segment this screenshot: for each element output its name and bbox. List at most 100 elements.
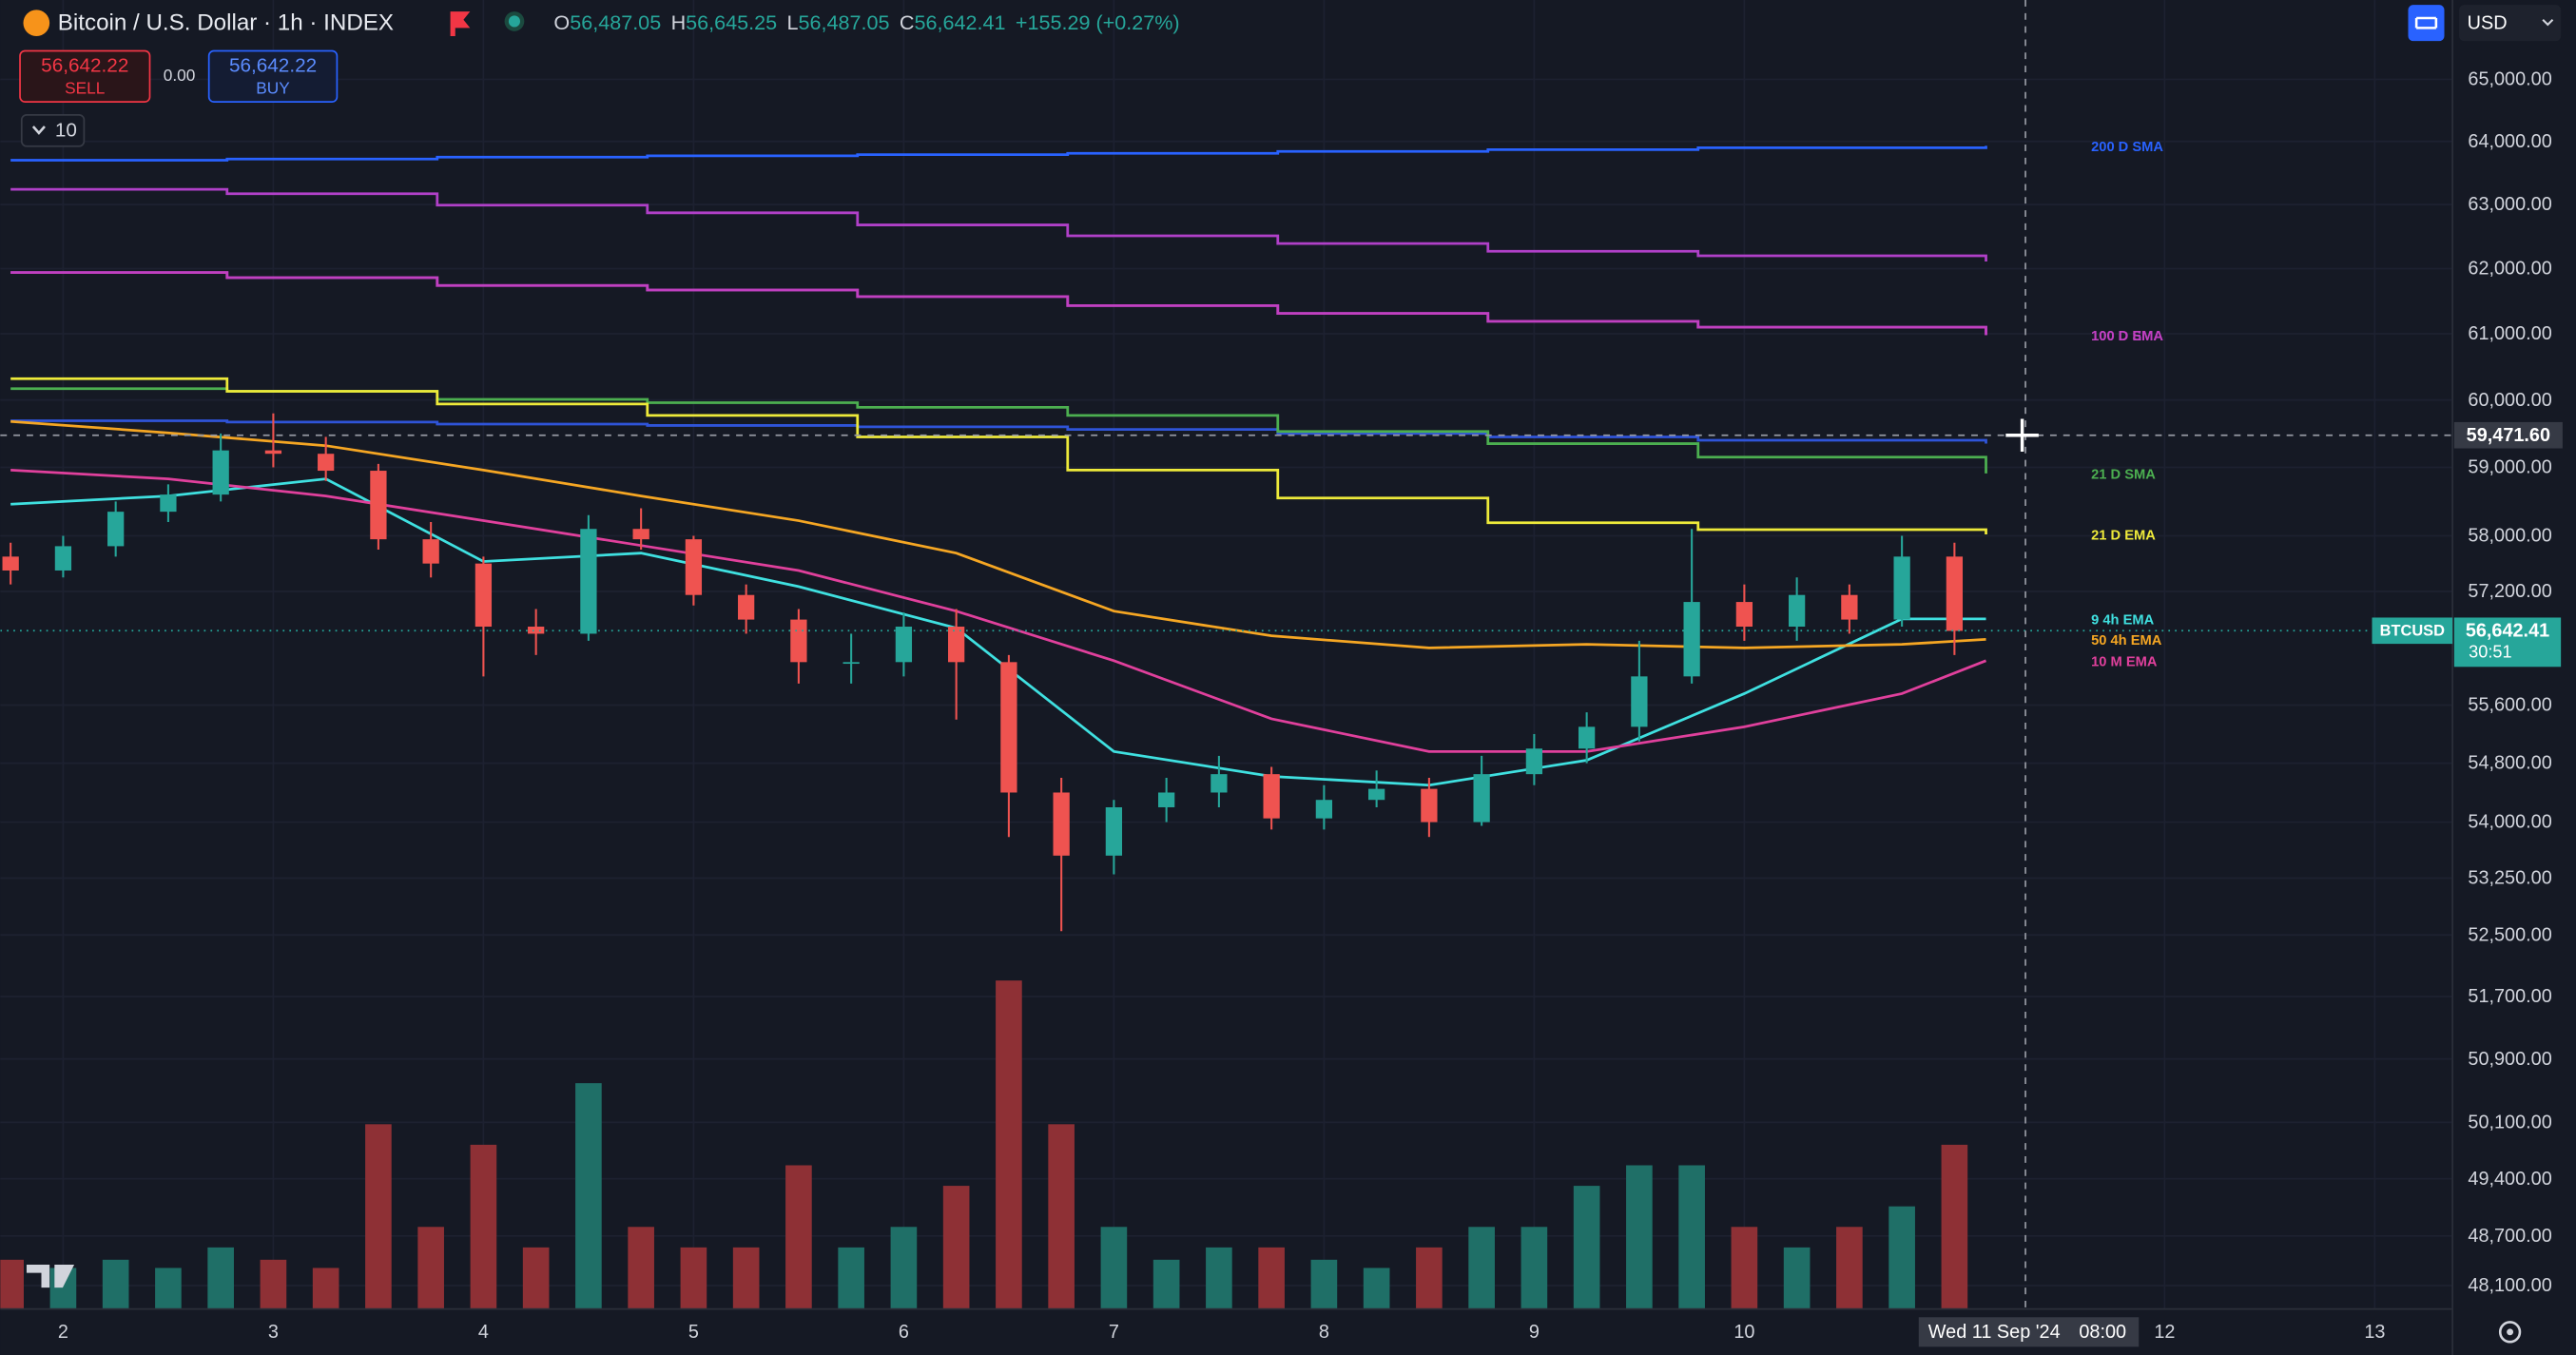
- volume-bar: [1048, 1124, 1075, 1309]
- currency-dropdown[interactable]: [2459, 5, 2562, 42]
- ohlc-value: 56,487.05: [570, 10, 661, 34]
- volume-bar: [522, 1247, 550, 1309]
- candle-body: [422, 539, 439, 564]
- candle-body: [1893, 556, 1910, 620]
- y-tick-label: 65,000.00: [2468, 69, 2551, 90]
- symbol-tag: [2372, 617, 2453, 645]
- volume-bar: [365, 1124, 392, 1309]
- market-status-dot: [508, 15, 520, 28]
- buy-price[interactable]: 56,642.22: [229, 54, 317, 76]
- indicator-toggle[interactable]: [20, 114, 86, 147]
- symbol-title[interactable]: Bitcoin / U.S. Dollar · 1h · INDEX: [58, 10, 394, 35]
- candle-body: [1525, 748, 1543, 775]
- plot-area: [0, 145, 2453, 1309]
- candle-body: [1000, 662, 1017, 793]
- candle-body: [632, 529, 649, 540]
- ohlc-change: +155.29 (+0.27%): [1016, 10, 1180, 34]
- y-tick-label: 58,000.00: [2468, 526, 2551, 547]
- y-tick-label: 61,000.00: [2468, 323, 2551, 344]
- volume-bar: [1100, 1227, 1128, 1309]
- candle-body: [1053, 792, 1070, 856]
- indicator-count[interactable]: 10: [55, 120, 77, 142]
- candle-body: [212, 450, 229, 495]
- buy-label[interactable]: BUY: [256, 79, 290, 98]
- candle-body: [160, 494, 177, 513]
- candle-body: [1473, 774, 1490, 823]
- y-tick-label: 51,700.00: [2468, 986, 2551, 1007]
- ma-line: [10, 419, 1986, 649]
- ma-line: [10, 477, 1986, 787]
- spread: 0.00: [164, 66, 196, 85]
- volume-bar: [1416, 1247, 1443, 1309]
- crosshair-price-box: [2453, 421, 2563, 449]
- y-tick-label: 54,800.00: [2468, 753, 2551, 774]
- candle-body: [475, 563, 493, 628]
- chevron-icon: [31, 126, 46, 135]
- ohlc-value: 56,645.25: [686, 10, 777, 34]
- candle-body: [54, 546, 72, 571]
- ohlc-key: L: [787, 10, 799, 34]
- ma-line: [10, 271, 1987, 336]
- ohlc-key: H: [671, 10, 687, 34]
- candle-body: [1735, 602, 1753, 628]
- y-tick-label: 60,000.00: [2468, 390, 2551, 411]
- ma-label: 21 D SMA: [2091, 468, 2156, 483]
- ma-line: [10, 377, 1987, 535]
- sync-button[interactable]: [2408, 5, 2445, 42]
- dropdown-chevron: [2542, 18, 2554, 27]
- x-tick-label: 13: [2364, 1322, 2385, 1343]
- y-tick-label: 53,250.00: [2468, 868, 2551, 889]
- candle-body: [843, 662, 860, 665]
- settings-icon[interactable]: [2498, 1321, 2522, 1344]
- countdown: 30:51: [2469, 642, 2511, 661]
- y-tick-label: 49,400.00: [2468, 1169, 2551, 1190]
- candle-body: [738, 594, 755, 620]
- flag-icon[interactable]: [450, 11, 471, 37]
- crosshair-time-box: [1918, 1317, 2140, 1347]
- volume-bar: [102, 1259, 129, 1309]
- ma-label: 9 4h EMA: [2091, 612, 2154, 628]
- candle-body: [1211, 774, 1228, 793]
- volume-bar: [1520, 1227, 1548, 1309]
- currency[interactable]: USD: [2468, 12, 2508, 33]
- last-price-label: 56,642.41: [2466, 620, 2549, 641]
- volume-bar: [1731, 1227, 1758, 1309]
- candle-body: [528, 627, 545, 634]
- symbol-logo: [23, 10, 50, 36]
- buy-button[interactable]: [207, 49, 339, 103]
- candle-body: [948, 627, 965, 663]
- x-tick-label: 12: [2154, 1322, 2175, 1343]
- sell-button[interactable]: [19, 49, 151, 103]
- candle-body: [1631, 676, 1648, 727]
- ma-label: 200 D SMA: [2091, 140, 2163, 155]
- ma-line: [10, 145, 1987, 162]
- x-tick-label: 4: [478, 1322, 489, 1343]
- sync-icon: [2414, 16, 2438, 29]
- crosshair-date: Wed 11 Sep '24: [1928, 1322, 2061, 1343]
- ma-label: 10 M EMA: [2091, 654, 2158, 669]
- volume-bar: [1678, 1165, 1705, 1309]
- x-tick-label: 7: [1109, 1322, 1119, 1343]
- ma-line: [10, 468, 1987, 753]
- volume-bar: [942, 1186, 970, 1309]
- volume-bar: [1836, 1227, 1863, 1309]
- y-tick-label: 48,100.00: [2468, 1275, 2551, 1296]
- candle-body: [107, 512, 125, 547]
- ma-label: 21 D EMA: [2091, 529, 2156, 544]
- ma-label: 50 4h EMA: [2091, 633, 2162, 648]
- candle-body: [1158, 792, 1175, 807]
- volume-bar: [890, 1227, 918, 1309]
- settings-icon-center: [2507, 1328, 2514, 1336]
- last-price-box: [2453, 617, 2562, 668]
- sell-label[interactable]: SELL: [65, 79, 106, 98]
- volume-bar: [1468, 1227, 1495, 1309]
- y-tick-label: 62,000.00: [2468, 259, 2551, 280]
- candle-body: [1841, 594, 1858, 620]
- y-tick-label: 52,500.00: [2468, 924, 2551, 945]
- candle-body: [1683, 602, 1700, 677]
- sell-price[interactable]: 56,642.22: [41, 54, 128, 76]
- volume-bar: [1206, 1247, 1232, 1309]
- ma-label: 100 D SMA: [2091, 329, 2163, 344]
- candle-body: [685, 539, 703, 595]
